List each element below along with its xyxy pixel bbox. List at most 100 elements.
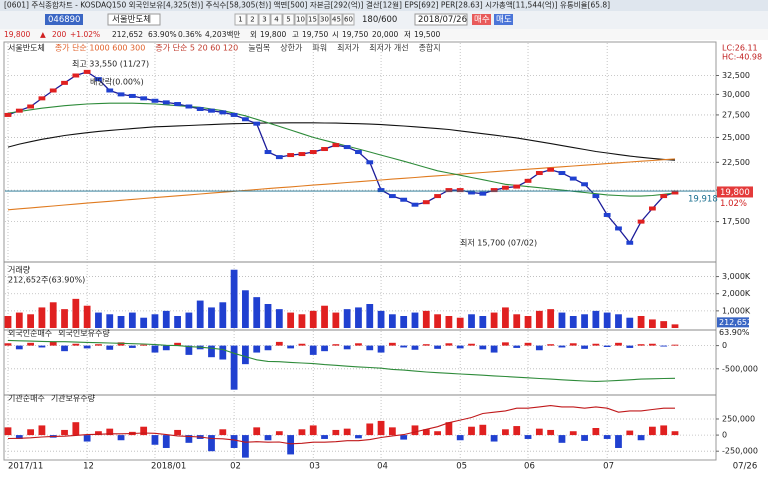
period-button[interactable] — [330, 13, 343, 26]
net-buy-bar — [162, 345, 170, 351]
net-buy-bar — [72, 422, 80, 436]
y-tick-label: 250,000 — [722, 414, 755, 423]
net-buy-bar — [61, 345, 68, 352]
net-buy-bar — [502, 429, 509, 436]
reference-label: 19,918 — [688, 195, 718, 205]
x-tick-label: 05 — [456, 462, 467, 472]
x-tick-label: 06 — [524, 462, 535, 472]
period-button[interactable] — [318, 13, 331, 26]
candle — [513, 184, 521, 189]
period-button[interactable] — [270, 13, 283, 26]
period-button[interactable] — [306, 13, 319, 26]
period-label[interactable]: 15 — [308, 16, 317, 24]
volume-bar — [242, 290, 249, 328]
buy-label[interactable]: 매수 — [474, 15, 490, 25]
period-button[interactable] — [258, 13, 271, 26]
net-buy-bar — [4, 343, 12, 346]
volume-bar — [275, 309, 283, 328]
candle — [27, 104, 35, 109]
volume-bar — [648, 319, 656, 328]
stock-name[interactable]: 서울반도체 — [112, 14, 151, 25]
period-label[interactable]: 5 — [286, 16, 290, 24]
range[interactable]: 180/600 — [362, 15, 397, 25]
sell-button[interactable] — [494, 14, 513, 25]
volume-bar — [27, 314, 35, 328]
last-price-box — [717, 186, 753, 198]
quote-item: ▲ — [40, 30, 46, 39]
volume-bar — [174, 316, 181, 328]
period-label[interactable]: 4 — [274, 16, 279, 24]
candle — [479, 191, 487, 196]
net-buy-bar — [626, 345, 634, 348]
period-button[interactable] — [282, 13, 295, 26]
period-label[interactable]: 1 — [238, 16, 242, 24]
candle — [377, 188, 385, 193]
net-buy-bar — [547, 429, 555, 436]
volume-bar — [490, 312, 498, 328]
period-button[interactable] — [294, 13, 307, 26]
candle — [162, 100, 170, 105]
candle — [95, 77, 102, 82]
volume-bar — [117, 316, 125, 328]
candle — [343, 145, 351, 150]
y-tick-label: 0 — [722, 341, 727, 350]
net-buy-bar — [513, 426, 521, 436]
period-button[interactable] — [342, 13, 355, 26]
candle — [615, 226, 622, 231]
net-buy-bar — [581, 345, 588, 349]
annotation: 최고 33,550 (11/27) — [72, 59, 149, 69]
net-buy-bar — [547, 344, 555, 346]
stock-code[interactable]: 046890 — [48, 15, 80, 25]
buy-button[interactable] — [472, 14, 491, 25]
candle — [275, 155, 283, 160]
date[interactable]: 2018/07/26 — [418, 15, 467, 25]
net-buy-bar — [434, 345, 441, 349]
volume-bar — [603, 312, 611, 328]
period-button[interactable] — [246, 13, 259, 26]
volume-bar — [445, 316, 453, 328]
quote-item: 19,800 — [260, 30, 286, 39]
period-button[interactable] — [234, 13, 247, 26]
quote-item: 19,800 — [4, 30, 30, 39]
sell-label[interactable]: 매도 — [496, 15, 512, 25]
legend-entry: 기관순매수 — [8, 393, 45, 403]
holding-line — [7, 405, 675, 445]
y-tick-label: 0 — [722, 431, 727, 440]
last-volume-box — [717, 317, 749, 328]
net-buy-bar — [275, 431, 283, 436]
net-buy-bar — [185, 435, 193, 443]
candle — [603, 212, 611, 217]
y-tick-label: 22,500 — [722, 158, 750, 167]
period-label[interactable]: 60 — [344, 16, 353, 24]
code-box[interactable] — [45, 14, 83, 25]
y-tick-label: 1,000K — [722, 306, 751, 315]
net-buy-bar — [15, 345, 23, 350]
x-tick-label: 2017/11 — [8, 462, 43, 472]
candle — [490, 188, 498, 193]
net-buy-bar — [343, 345, 351, 350]
net-buy-bar — [242, 435, 249, 458]
net-buy-bar — [400, 435, 408, 440]
candle — [4, 112, 12, 117]
period-label[interactable]: 3 — [262, 16, 266, 24]
candle — [242, 117, 249, 122]
quote-item: 시 — [332, 30, 339, 39]
annotation: 배당락(0.00%) — [90, 77, 144, 87]
candle — [208, 108, 215, 113]
net-buy-bar — [615, 435, 622, 448]
candle — [309, 150, 317, 155]
net-buy-bar — [366, 423, 374, 436]
period-label[interactable]: 45 — [332, 16, 341, 24]
net-buy-bar — [298, 343, 306, 346]
net-buy-bar — [117, 342, 125, 346]
net-buy-bar — [456, 345, 464, 349]
period-label[interactable]: 2 — [250, 16, 254, 24]
y-tick-label: 27,500 — [722, 110, 750, 119]
period-label[interactable]: 30 — [320, 16, 329, 24]
volume-bar — [513, 314, 521, 328]
volume-bar — [332, 312, 340, 328]
period-label[interactable]: 10 — [296, 16, 305, 24]
name-box[interactable] — [107, 13, 161, 26]
date-box[interactable] — [414, 13, 468, 26]
